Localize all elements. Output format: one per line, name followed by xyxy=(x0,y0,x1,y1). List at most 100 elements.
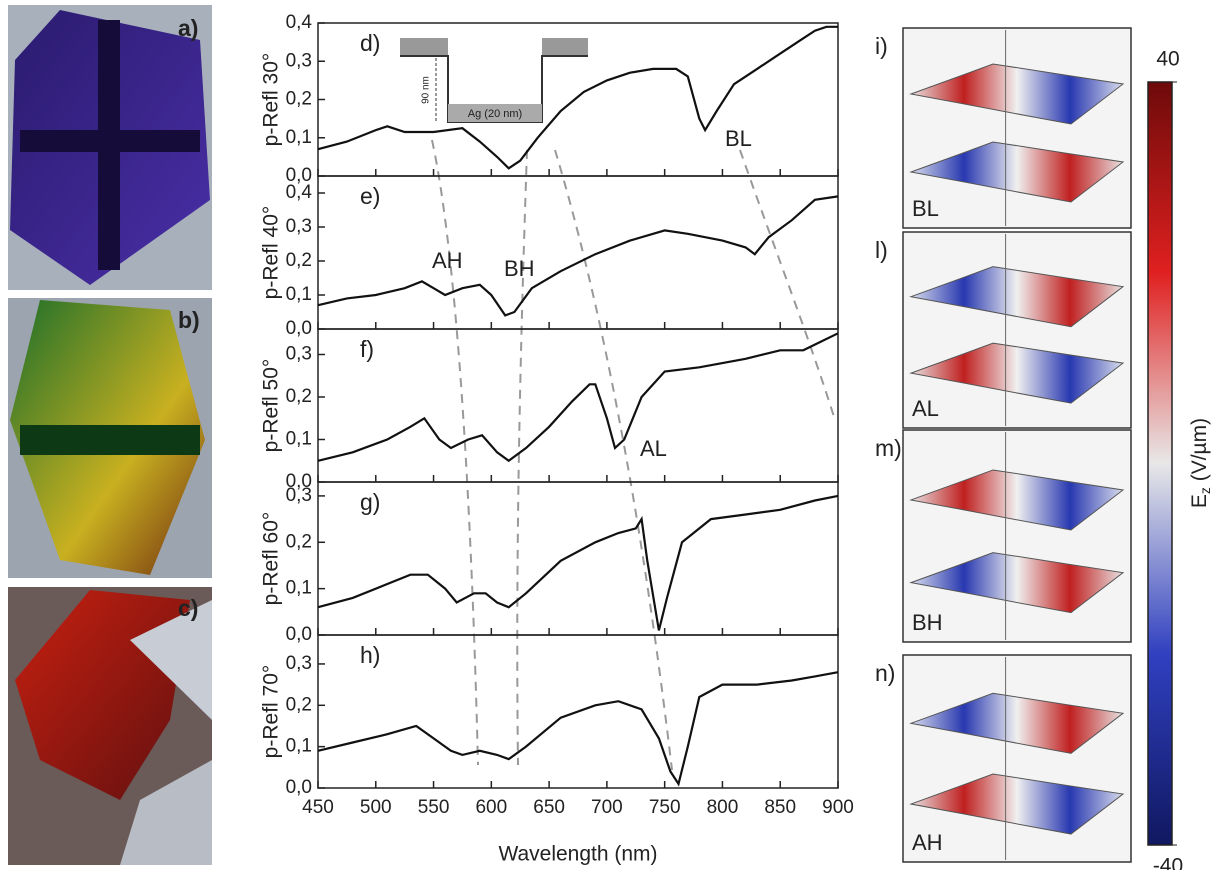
field-map xyxy=(902,27,1132,229)
y-tick-label: 0,2 xyxy=(286,89,312,110)
spectrum-line xyxy=(317,332,839,463)
colorbar xyxy=(1147,81,1173,846)
x-tick-label: 600 xyxy=(475,797,507,818)
colorbar-tick-label: 40 xyxy=(1156,48,1179,71)
spectrum-line xyxy=(317,25,838,170)
panel-label: g) xyxy=(360,489,380,515)
y-tick-label: 0,1 xyxy=(286,127,312,148)
mode-label: AL xyxy=(912,396,939,421)
inset-layer xyxy=(448,104,542,122)
plot-frame xyxy=(317,481,839,636)
panel-label: i) xyxy=(875,33,888,59)
panel-label: f) xyxy=(360,336,374,362)
panel-label: d) xyxy=(360,30,380,56)
plot-frame xyxy=(317,634,839,789)
y-tick-label: 0,2 xyxy=(286,250,312,271)
photo-foil xyxy=(130,600,212,720)
spectrum-line xyxy=(317,195,839,317)
colorbar-tick-label: -40 xyxy=(1153,855,1183,870)
x-tick-label: 650 xyxy=(533,797,565,818)
field-plate xyxy=(909,469,1125,531)
y-tick-label: 0,0 xyxy=(286,318,312,339)
y-tick-label: 0,3 xyxy=(286,216,312,237)
panel-label: h) xyxy=(360,642,380,668)
field-plate xyxy=(909,773,1125,835)
x-tick-label: 800 xyxy=(707,797,739,818)
colorbar-title-main: E xyxy=(1188,494,1211,508)
y-tick-label: 0,2 xyxy=(286,386,312,407)
y-tick-label: 0,2 xyxy=(286,694,312,715)
y-axis-title: p-Refl 60° xyxy=(260,512,283,606)
x-tick-label: 850 xyxy=(764,797,796,818)
y-tick-label: 0,3 xyxy=(286,485,312,506)
y-tick-label: 0,2 xyxy=(286,531,312,552)
panel-label: n) xyxy=(875,660,895,686)
photo-foil xyxy=(120,760,212,865)
photo-label: a) xyxy=(178,15,198,41)
field-map-frame xyxy=(902,429,1132,643)
y-axis-title: p-Refl 30° xyxy=(260,53,283,147)
spectrum-line xyxy=(317,671,839,787)
inset-label: 90 nm xyxy=(421,76,432,104)
y-tick-label: 0,0 xyxy=(286,165,312,186)
photo-grid xyxy=(98,20,120,270)
x-tick-label: 700 xyxy=(591,797,623,818)
feature-label: BL xyxy=(725,126,752,151)
y-tick-label: 0,1 xyxy=(286,284,312,305)
y-tick-label: 0,0 xyxy=(286,471,312,492)
panel-label: e) xyxy=(360,183,380,209)
y-axis-title: p-Refl 70° xyxy=(260,665,283,759)
mode-label: AH xyxy=(912,830,943,855)
field-map-frame xyxy=(902,654,1132,863)
field-map xyxy=(902,231,1132,429)
field-map-frame xyxy=(902,231,1132,429)
y-tick-label: 0,3 xyxy=(286,50,312,71)
field-plate xyxy=(909,63,1125,125)
inset-block xyxy=(542,38,588,56)
field-map xyxy=(902,429,1132,643)
mode-label: BH xyxy=(912,610,943,635)
photo-label: c) xyxy=(178,595,198,621)
guide-line xyxy=(554,149,673,771)
guide-line xyxy=(516,149,528,766)
y-tick-label: 0,1 xyxy=(286,578,312,599)
x-axis-title: Wavelength (nm) xyxy=(498,843,657,866)
x-tick-label: 550 xyxy=(418,797,450,818)
field-map xyxy=(902,654,1132,863)
spectrum-line xyxy=(317,494,839,631)
colorbar-title-unit: (V/µm) xyxy=(1188,418,1211,487)
y-tick-label: 0,0 xyxy=(286,777,312,798)
inset xyxy=(400,38,588,123)
colorbar-title-sub: z xyxy=(1197,487,1213,494)
y-tick-label: 0,4 xyxy=(286,182,313,203)
plot-frame xyxy=(317,175,839,330)
panel-label: l) xyxy=(875,237,888,263)
guide-line xyxy=(739,149,836,421)
field-plate xyxy=(909,266,1125,328)
feature-label: BH xyxy=(504,256,535,281)
plot-frame xyxy=(317,328,839,483)
panel-label: m) xyxy=(875,435,902,461)
field-plate xyxy=(909,692,1125,754)
colorbar-title: Ez (V/µm) xyxy=(1188,418,1213,508)
y-tick-label: 0,3 xyxy=(286,344,312,365)
guide-line xyxy=(431,139,479,766)
feature-label: AL xyxy=(640,436,667,461)
guides xyxy=(431,139,836,771)
photos xyxy=(8,5,212,865)
field-plate xyxy=(909,141,1125,203)
x-tick-label: 750 xyxy=(649,797,681,818)
feature-label: AH xyxy=(432,248,463,273)
x-tick-label: 900 xyxy=(822,797,854,818)
photo-grid xyxy=(20,425,200,455)
inset-block xyxy=(400,38,448,56)
photo-label: b) xyxy=(178,307,200,333)
y-axis-title: p-Refl 50° xyxy=(260,359,283,453)
inset-label: Ag (20 nm) xyxy=(468,108,522,120)
y-axis-title: p-Refl 40° xyxy=(260,206,283,300)
field-map-frame xyxy=(902,27,1132,229)
y-tick-label: 0,1 xyxy=(286,429,312,450)
x-tick-label: 450 xyxy=(302,797,334,818)
y-tick-label: 0,3 xyxy=(286,653,312,674)
